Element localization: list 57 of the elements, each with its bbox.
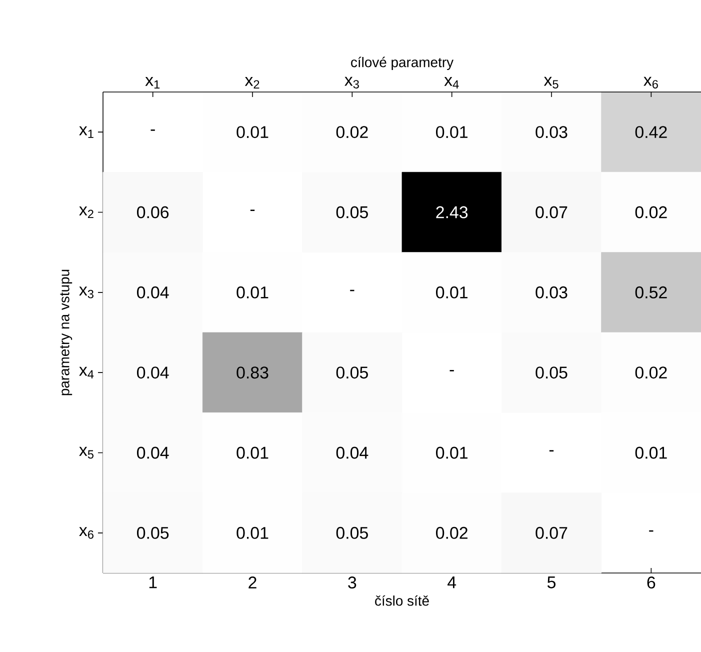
text: -: [250, 210, 255, 211]
data-label: 0.01: [236, 126, 268, 138]
x-tick-label: 2: [248, 576, 256, 588]
y-tick-label: x$_{5}$: [79, 446, 94, 459]
x2-tick-label: x$_{1}$: [145, 76, 160, 88]
data-label: 0.01: [436, 286, 468, 298]
x-tick-label: 6: [647, 576, 656, 589]
data-label: 0.05: [336, 366, 368, 379]
data-label: 0.07: [536, 206, 568, 218]
x2-tick-label: x$_{3}$: [344, 76, 359, 88]
data-label: 0.83: [236, 366, 268, 379]
data-label: 0.05: [336, 526, 368, 539]
text: -: [150, 130, 155, 131]
data-label: 0.42: [635, 126, 667, 138]
x-tick-label: 1: [149, 576, 157, 588]
x2-tick-label: x$_{4}$: [444, 76, 459, 88]
text: -: [549, 450, 554, 452]
data-label: 0.02: [436, 526, 468, 539]
data-label: 0.02: [635, 366, 667, 379]
x2-tick-label: x$_{2}$: [244, 76, 260, 88]
y-axis-title: parametry na vstupu: [60, 270, 72, 396]
text: -: [649, 530, 654, 532]
data-label: 0.04: [137, 366, 169, 379]
x-tick-label: 4: [448, 576, 456, 588]
x2-tick-label: x$_{6}$: [644, 76, 658, 88]
data-label: 0.07: [536, 526, 568, 539]
data-label: 0.04: [137, 446, 169, 459]
data-label: 0.02: [635, 206, 667, 218]
data-label: 0.05: [536, 366, 568, 379]
data-label: 0.05: [137, 526, 169, 539]
y-tick-label: x$_{6}$: [79, 527, 94, 539]
x-tick-label: 5: [547, 576, 556, 588]
x-tick-label: 3: [348, 576, 356, 589]
data-label: 0.02: [336, 126, 368, 138]
data-label: 0.05: [336, 206, 368, 218]
data-label: 0.01: [635, 446, 667, 459]
x-axis-title: číslo sítě: [375, 595, 429, 606]
data-label: 0.06: [137, 206, 169, 218]
data-label: 0.01: [236, 286, 268, 298]
data-label: 0.04: [137, 286, 169, 298]
x2-tick-label: x$_{5}$: [544, 76, 558, 88]
text: -: [450, 370, 454, 372]
data-label: 0.01: [236, 526, 268, 539]
data-label: 0.03: [536, 126, 568, 138]
x2-axis-title: cílové parametry: [351, 56, 454, 70]
data-label: 0.04: [336, 446, 368, 459]
y-tick-label: x$_{4}$: [79, 366, 94, 378]
data-label: 0.01: [436, 446, 468, 459]
y-tick-label: x$_{1}$: [79, 126, 94, 138]
data-label: 0.01: [436, 126, 468, 138]
y-tick-label: x$_{3}$: [79, 286, 94, 298]
text: -: [350, 290, 354, 292]
data-label: 0.01: [236, 446, 268, 459]
data-label: 0.03: [536, 286, 568, 298]
y-tick-label: x$_{2}$: [79, 206, 94, 218]
data-label: 2.43: [436, 206, 468, 218]
data-label: 0.52: [635, 286, 667, 298]
